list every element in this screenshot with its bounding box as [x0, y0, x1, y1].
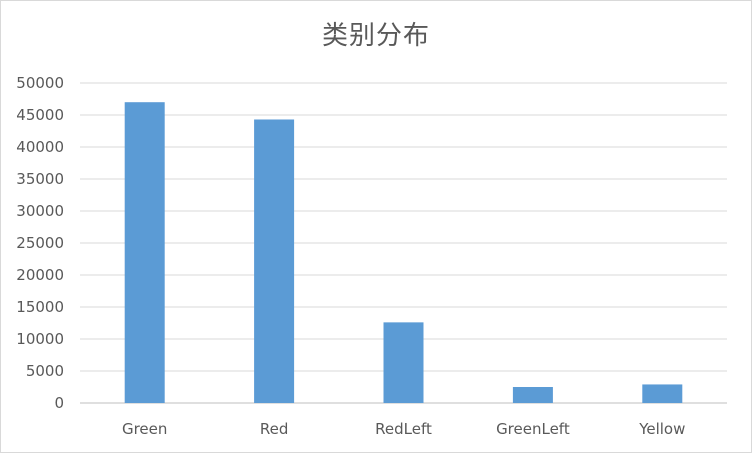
y-tick-label: 40000: [16, 138, 64, 156]
bar-red: [254, 119, 295, 403]
bar-green: [124, 102, 165, 403]
y-tick-label: 30000: [16, 202, 64, 220]
x-tick-label: Green: [122, 420, 167, 438]
y-tick-label: 15000: [16, 298, 64, 316]
y-tick-label: 10000: [16, 330, 64, 348]
y-tick-label: 0: [54, 394, 64, 412]
x-tick-label: RedLeft: [375, 420, 432, 438]
y-tick-label: 25000: [16, 234, 64, 252]
y-tick-label: 35000: [16, 170, 64, 188]
chart-title: 类别分布: [321, 21, 430, 51]
bar-greenleft: [512, 387, 553, 403]
y-tick-label: 20000: [16, 266, 64, 284]
y-tick-label: 50000: [16, 74, 64, 92]
x-tick-label: Yellow: [638, 420, 685, 438]
x-tick-label: Red: [260, 420, 289, 438]
y-tick-label: 5000: [26, 362, 64, 380]
x-tick-label: GreenLeft: [496, 420, 570, 438]
y-tick-label: 45000: [16, 106, 64, 124]
bar-redleft: [383, 322, 424, 403]
bar-yellow: [642, 384, 683, 403]
